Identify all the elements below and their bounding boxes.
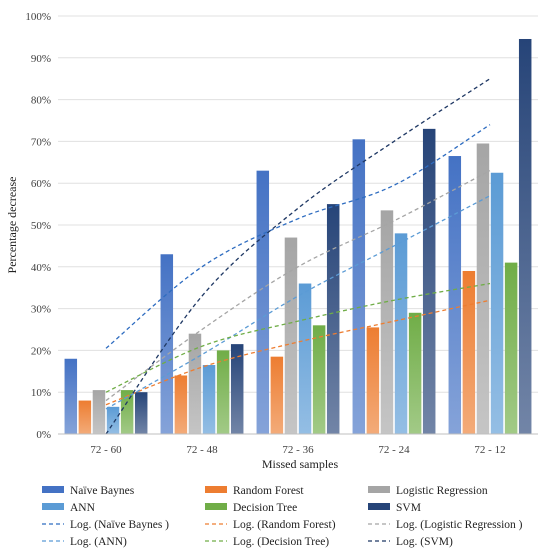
bar (216, 350, 230, 434)
x-tick-label: 72 - 60 (90, 444, 122, 456)
bar (174, 375, 188, 434)
bar (422, 128, 436, 435)
bar (284, 237, 298, 434)
legend-label: Log. (Naïve Baynes ) (70, 519, 169, 531)
y-tick-label: 40% (31, 262, 51, 274)
bar (120, 390, 134, 434)
trendline (105, 195, 491, 410)
bar (230, 344, 244, 434)
y-tick-label: 70% (31, 136, 51, 148)
bar (366, 327, 380, 434)
legend-swatch (205, 486, 227, 493)
bars (64, 38, 532, 435)
bar (134, 392, 148, 434)
bar (490, 172, 504, 434)
x-tick-labels: 72 - 60 72 - 48 72 - 36 72 - 24 72 - 12 (90, 444, 505, 456)
trendline (105, 124, 491, 349)
legend-label: SVM (396, 502, 421, 514)
bar (188, 333, 202, 434)
y-tick-labels: 0% 10% 20% 30% 40% 50% 60% 70% 80% 90% 100% (25, 11, 51, 441)
bar (326, 204, 340, 434)
y-tick-label: 100% (25, 11, 51, 23)
x-tick-label: 72 - 12 (474, 444, 505, 456)
legend-swatch (368, 486, 390, 493)
trendline (105, 170, 491, 402)
bar (462, 270, 476, 434)
y-tick-label: 0% (36, 429, 51, 441)
bar (504, 262, 518, 434)
legend-swatch (42, 486, 64, 493)
legend-label: ANN (70, 502, 96, 514)
bar (202, 365, 216, 434)
y-axis-label: Percentage decrease (5, 177, 19, 274)
bar (448, 156, 462, 434)
legend-swatch (42, 503, 64, 510)
bar (380, 210, 394, 434)
bar (270, 356, 284, 434)
bar (408, 312, 422, 434)
trendline (105, 78, 491, 435)
bar (160, 254, 174, 434)
legend-label: Naïve Baynes (70, 485, 135, 497)
legend-swatch (368, 503, 390, 510)
legend-label: Random Forest (233, 485, 304, 497)
bar (298, 283, 312, 434)
bar (92, 390, 106, 434)
legend-label: Log. (Random Forest) (233, 519, 336, 531)
bar (64, 358, 78, 434)
legend-label: Decision Tree (233, 502, 297, 514)
bar (476, 143, 490, 435)
bar (312, 325, 326, 434)
y-tick-label: 20% (31, 345, 51, 357)
x-tick-label: 72 - 48 (186, 444, 218, 456)
y-tick-label: 10% (31, 387, 51, 399)
bar (256, 170, 270, 434)
bar (394, 233, 408, 434)
x-axis-label: Missed samples (262, 457, 339, 471)
y-tick-label: 60% (31, 178, 51, 190)
trendline (105, 299, 491, 406)
bar (518, 38, 532, 435)
gridlines (58, 15, 538, 393)
legend-label: Log. (Decision Tree) (233, 536, 329, 548)
trendlines (105, 78, 491, 435)
y-tick-label: 30% (31, 304, 51, 316)
legend-label: Log. (ANN) (70, 536, 127, 548)
legend-label: Log. (SVM) (396, 536, 453, 548)
legend-label: Log. (Logistic Regression ) (396, 519, 523, 531)
bar (78, 400, 92, 434)
bar (106, 406, 120, 434)
legend-label: Logistic Regression (396, 485, 488, 497)
y-tick-label: 50% (31, 220, 51, 232)
x-tick-label: 72 - 24 (378, 444, 410, 456)
trendline (105, 282, 491, 393)
y-tick-label: 90% (31, 53, 51, 65)
y-tick-label: 80% (31, 95, 51, 107)
legend: Naïve Baynes Random Forest Logistic Regres… (42, 485, 523, 548)
x-tick-label: 72 - 36 (282, 444, 314, 456)
bar (352, 139, 366, 434)
legend-swatch (205, 503, 227, 510)
